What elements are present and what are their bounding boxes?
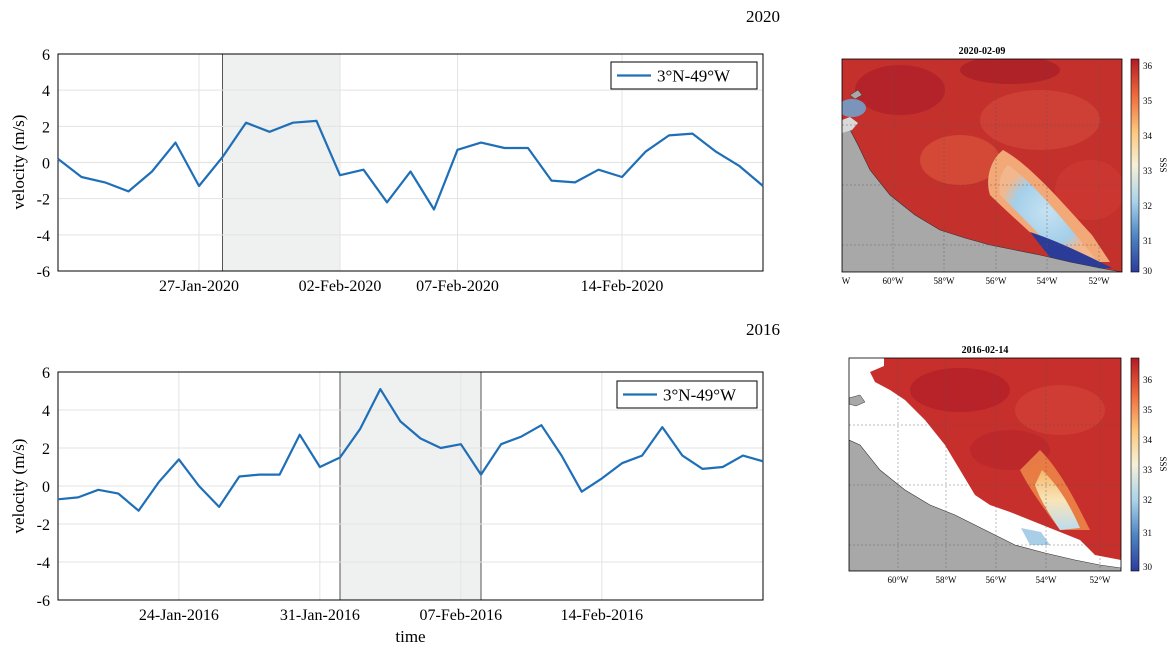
y-tick-label: 6 [42,365,50,382]
y-tick-label: 0 [42,479,50,496]
year-label-2020: 2020 [746,7,780,26]
y-tick-label: -6 [37,264,50,281]
lon-label: 52°W [1089,575,1111,585]
legend-label: 3°N-49°W [657,67,731,86]
line-chart-2016: 6 4 2 0 -2 -4 -6 24-Jan-2016 31-Jan-2016 07-Feb-2… [9,365,764,646]
y-tick-label: 2 [42,441,50,458]
sss-map-2016: 2016-02-14 60°W 58°W 56°W 54°W 52°W [848,345,1168,585]
colorbar-tick: 35 [1143,96,1153,106]
x-tick-label: 07-Feb-2016 [420,607,503,624]
colorbar-label-2016: SSS [1158,456,1168,471]
map-frame-2020 [841,58,1123,273]
map-frame-2016 [848,357,1122,572]
x-tick-label: 14-Feb-2020 [581,278,664,295]
x-tick-label: 07-Feb-2020 [416,278,499,295]
colorbar-2020 [1130,58,1140,273]
lon-label: 54°W [1035,575,1057,585]
y-axis-label: velocity (m/s) [9,439,28,534]
colorbar-tick: 34 [1143,435,1153,445]
y-tick-label: -4 [37,228,50,245]
coastline-land-2020 [842,119,1122,272]
low-salinity-band-2020 [1030,232,1112,270]
lon-label: 60°W [887,575,909,585]
colorbar-tick: 36 [1143,375,1153,385]
lon-label: 56°W [985,276,1007,286]
colorbar-tick: 31 [1143,236,1152,246]
y-tick-label: 4 [42,83,50,100]
colorbar-tick: 33 [1143,465,1153,475]
x-tick-label: 27-Jan-2020 [159,278,239,295]
y-tick-label: -4 [37,555,50,572]
x-tick-label: 02-Feb-2020 [299,278,382,295]
y-tick-label: 0 [42,156,50,173]
colorbar-tick: 34 [1143,131,1153,141]
colorbar-2016 [1130,357,1140,572]
colorbar-tick: 31 [1143,528,1152,538]
y-tick-label: -2 [37,192,50,209]
legend-label: 3°N-49°W [663,386,737,405]
series-line [57,388,764,512]
lon-label: 56°W [985,575,1007,585]
axes-box [57,371,764,601]
lon-label: 52°W [1088,276,1110,286]
colorbar-tick: 32 [1143,495,1152,505]
colorbar-tick: 32 [1143,201,1152,211]
colorbar-tick: 30 [1143,266,1153,276]
lon-label: 58°W [935,575,957,585]
y-tick-label: -6 [37,593,50,610]
y-axis-label: velocity (m/s) [9,115,28,210]
colorbar-tick: 35 [1143,405,1153,415]
y-tick-label: 4 [42,403,50,420]
y-tick-label: 2 [42,119,50,136]
x-tick-label: 31-Jan-2016 [280,607,360,624]
colorbar-tick: 33 [1143,166,1153,176]
lon-label: 60°W [882,276,904,286]
year-label-2016: 2016 [746,320,780,339]
line-chart-2020: 6 4 2 0 -2 -4 -6 27-Jan-2020 02-Feb-2020 07-Feb-2… [9,47,764,295]
lon-label: 58°W [933,276,955,286]
lon-label: 54°W [1036,276,1058,286]
legend-box [610,61,758,90]
series-line [57,119,764,211]
lon-label: W [842,276,851,286]
x-axis-label: time [395,627,425,646]
colorbar-tick: 30 [1143,562,1153,572]
x-tick-label: 24-Jan-2016 [139,607,219,624]
x-tick-label: 14-Feb-2016 [561,607,644,624]
y-tick-label: -2 [37,517,50,534]
sss-map-2020: 2020-02-09 W 60°W 58°W [841,46,1168,286]
axes-box [57,53,764,272]
colorbar-tick: 36 [1143,61,1153,71]
colorbar-label-2020: SSS [1158,157,1168,172]
y-tick-label: 6 [42,47,50,64]
map-title-2020: 2020-02-09 [959,46,1006,57]
map-title-2016: 2016-02-14 [962,345,1009,356]
